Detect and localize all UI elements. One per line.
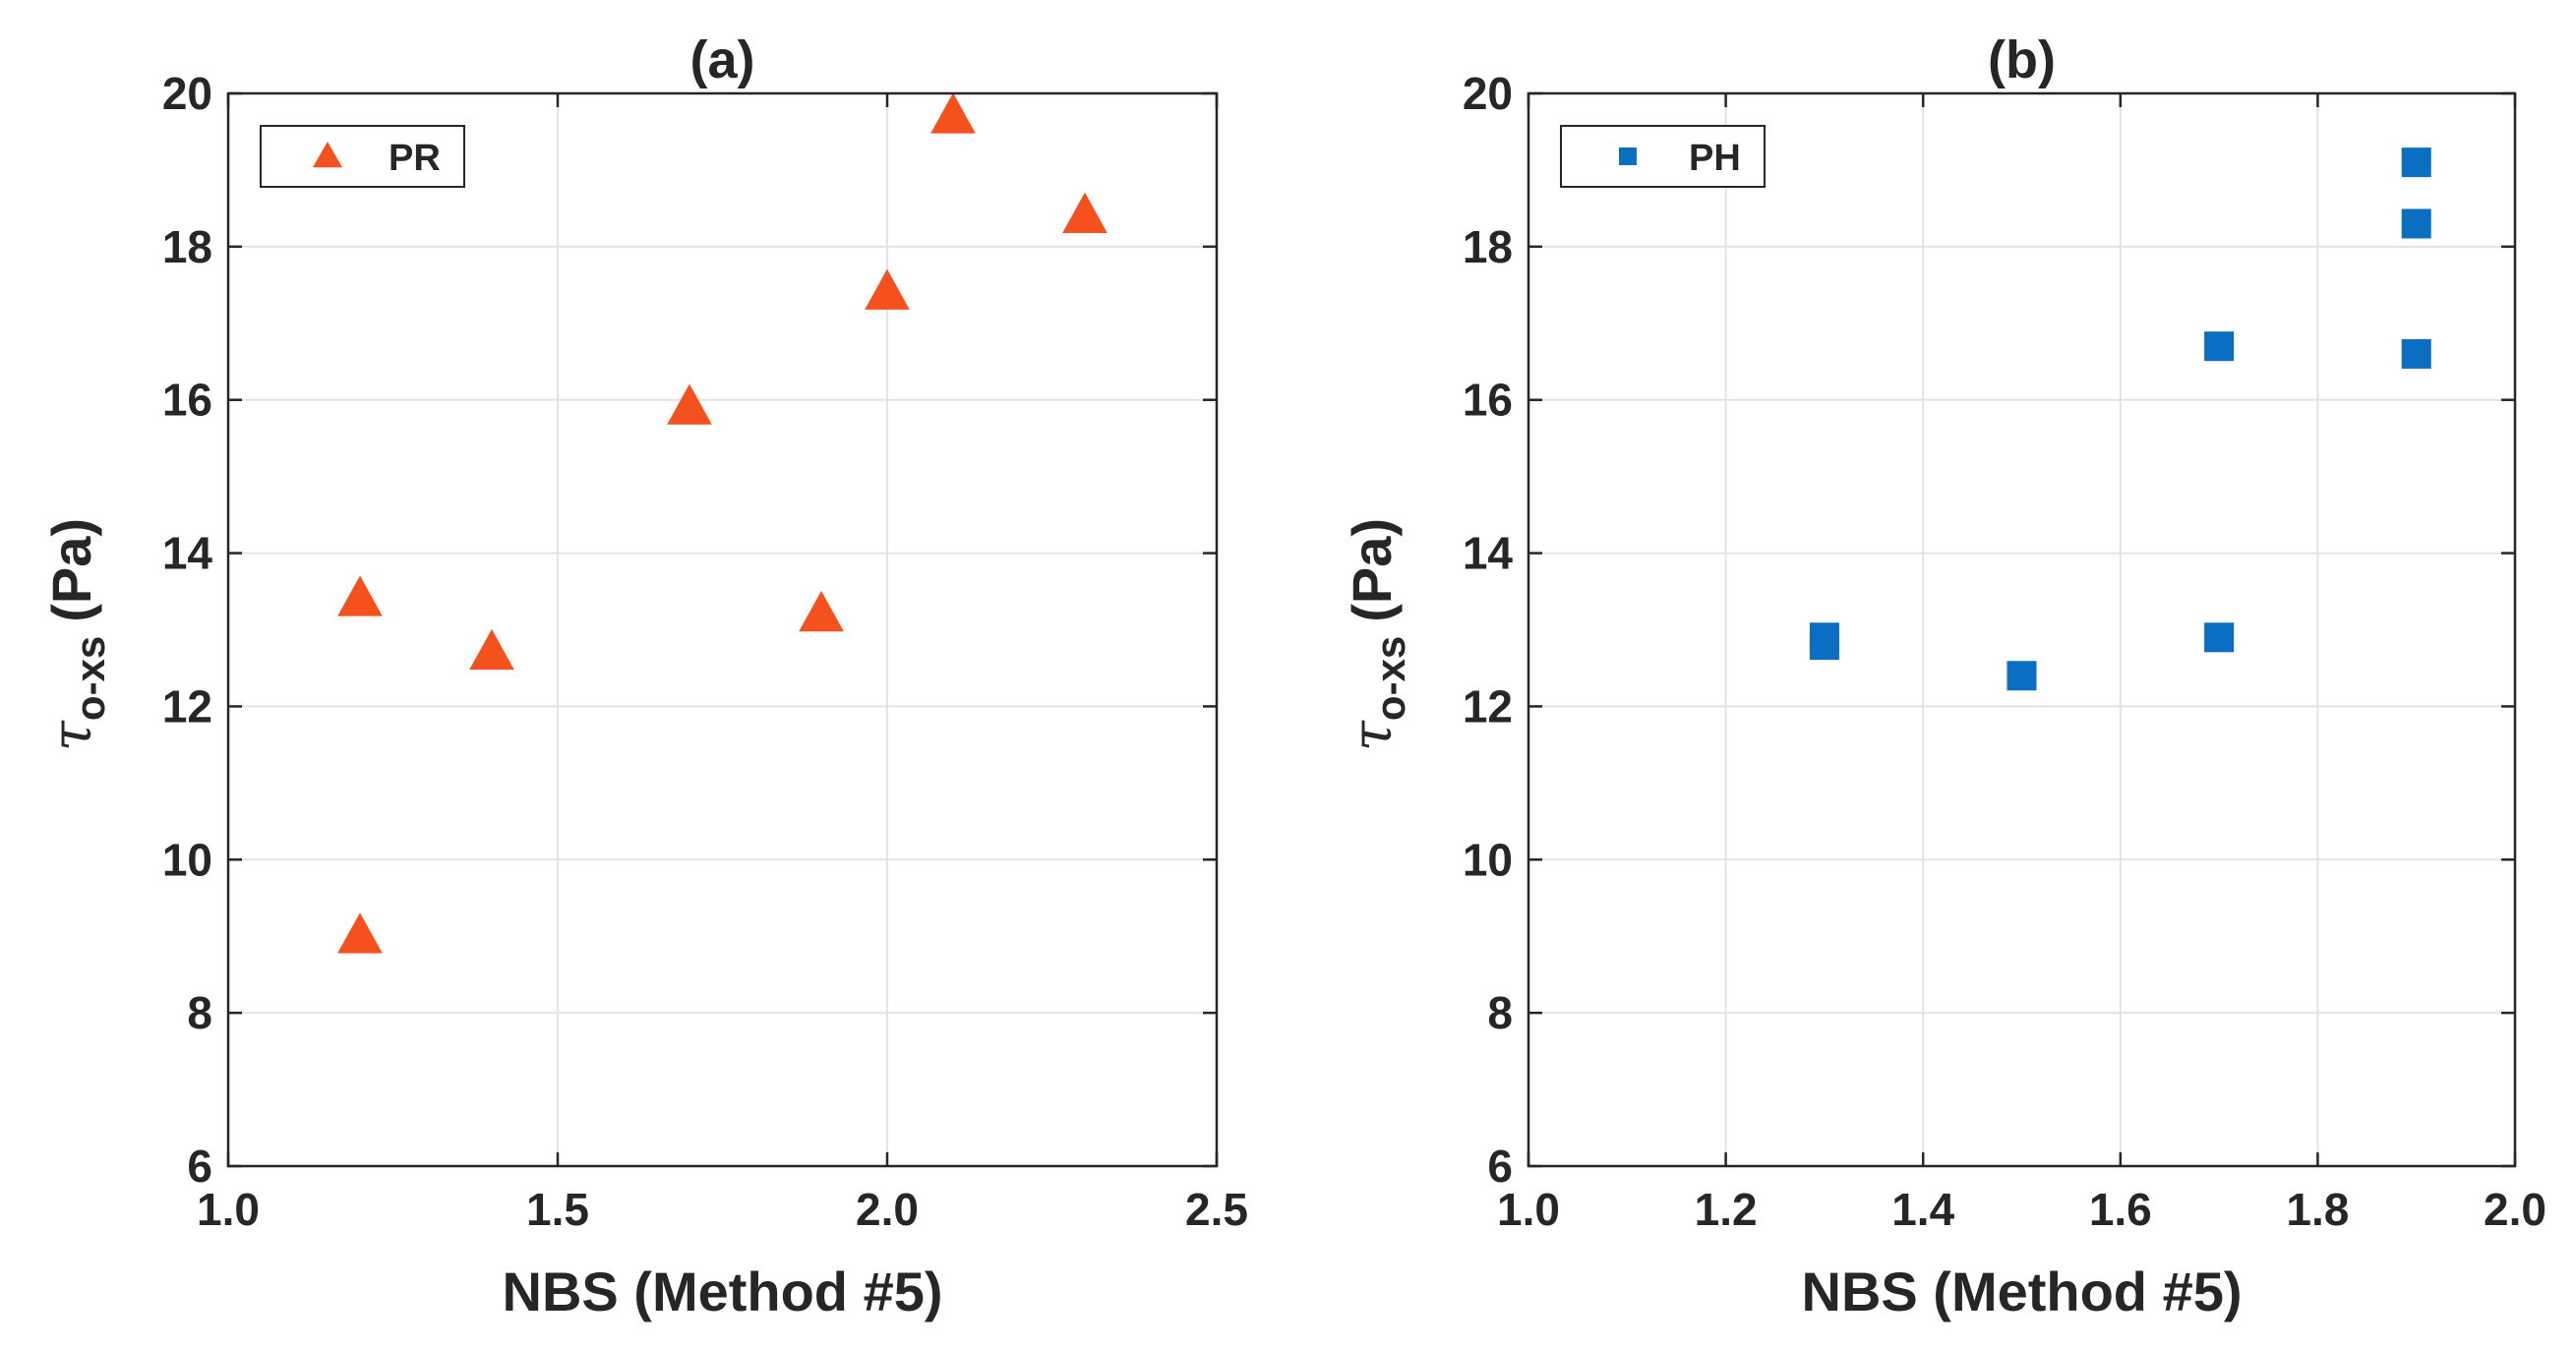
axes-frame: [1527, 91, 2517, 1168]
data-point-triangle: [337, 912, 383, 954]
legend-box: [1560, 125, 1766, 188]
data-point-square: [2401, 147, 2431, 178]
x-tick-label: 2.0: [856, 1184, 919, 1235]
x-axis-label: NBS (Method #5): [1802, 1260, 2243, 1322]
y-tick-label: 18: [1463, 221, 1513, 272]
x-axis-label: NBS (Method #5): [503, 1260, 943, 1322]
y-tick-label: 16: [1463, 375, 1513, 426]
data-point-triangle: [337, 575, 383, 616]
data-point-triangle: [930, 92, 976, 134]
panel-b: 1.0 1.2 1.4 1.6 1.8 2.0 6 8 10 12 14 16 18 20 PH (b) NBS…: [1341, 30, 2546, 1322]
panel-title: (b): [1988, 30, 2056, 89]
y-tick-label: 12: [1463, 680, 1513, 732]
data-point-triangle: [469, 628, 514, 671]
y-tick-label: 16: [162, 375, 212, 426]
y-tick-label: 10: [162, 834, 212, 885]
legend-label: PH: [1689, 138, 1741, 179]
y-tick-label: 12: [162, 680, 212, 732]
x-tick-label: 2.0: [2484, 1184, 2546, 1235]
plot-area: [228, 93, 1217, 1166]
axes-frame: [226, 91, 1219, 1168]
y-tick-label: 10: [1463, 834, 1513, 885]
y-tick-label: 20: [162, 68, 212, 119]
data-point-square: [2401, 338, 2431, 369]
data-point-triangle: [1062, 192, 1108, 233]
y-axis-label-unit: (Pa): [1341, 518, 1403, 622]
y-tick-label: 18: [162, 221, 212, 272]
y-axis-label-symbol: τ: [40, 720, 104, 751]
y-axis-label-unit: (Pa): [40, 518, 102, 622]
y-tick-label: 6: [1487, 1141, 1513, 1192]
legend-marker-square: [1619, 147, 1637, 165]
data-point-square: [2007, 661, 2037, 691]
y-tick-label: 14: [1463, 528, 1514, 579]
y-tick-label: 14: [162, 528, 213, 579]
panel-a: 1.0 1.5 2.0 2.5 6 8 10 12 14 16 18 20 PR (a) NBS (Meth…: [40, 30, 1248, 1322]
y-axis-label-symbol: τ: [1341, 720, 1405, 751]
x-tick-label: 1.5: [526, 1184, 589, 1235]
data-point-square: [2204, 622, 2235, 653]
x-tick-label: 1.6: [2089, 1184, 2152, 1235]
legend-marker-triangle: [313, 142, 342, 168]
data-point-triangle: [799, 590, 844, 632]
y-axis-label-subscript: o-xs: [1367, 636, 1413, 721]
x-tick-label: 2.5: [1185, 1184, 1248, 1235]
y-axis-label: τo-xs (Pa): [1341, 518, 1413, 751]
data-point-triangle: [865, 268, 910, 310]
y-tick-label: 8: [187, 987, 212, 1038]
x-tick-label: 1.0: [197, 1184, 260, 1235]
panel-title: (a): [690, 30, 755, 89]
x-tick-label: 1.0: [1497, 1184, 1560, 1235]
data-point-square: [2401, 208, 2431, 239]
y-tick-label: 6: [187, 1141, 212, 1192]
legend-box: [260, 125, 465, 188]
x-tick-label: 1.2: [1695, 1184, 1758, 1235]
x-tick-label: 1.4: [1891, 1184, 1954, 1235]
data-point-square: [1809, 622, 1839, 653]
x-tick-label: 1.8: [2286, 1184, 2349, 1235]
legend-label: PR: [389, 138, 441, 179]
data-point-square: [2204, 331, 2235, 362]
y-axis-label-subscript: o-xs: [67, 636, 113, 721]
plot-area: [1528, 93, 2515, 1166]
y-axis-label: τo-xs (Pa): [40, 518, 113, 751]
data-point-triangle: [667, 383, 712, 425]
y-tick-label: 20: [1463, 68, 1513, 119]
y-tick-label: 8: [1487, 987, 1513, 1038]
